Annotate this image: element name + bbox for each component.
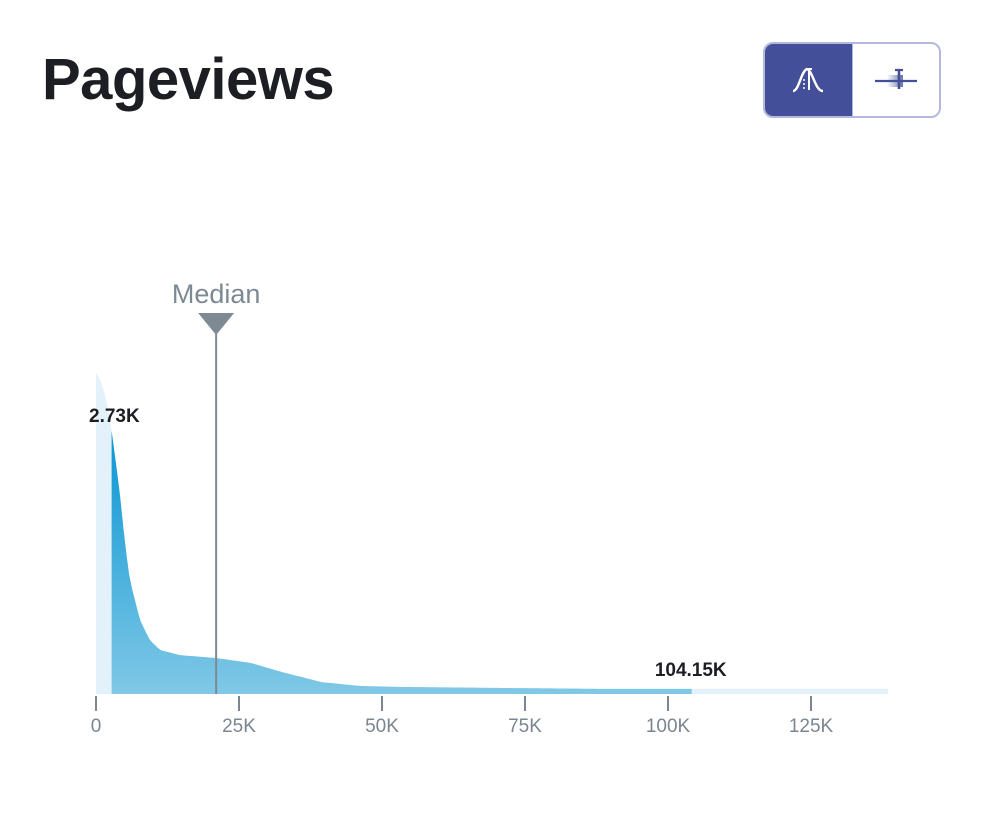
median-marker-triangle bbox=[198, 313, 235, 335]
x-tick-label: 125K bbox=[789, 716, 834, 737]
density-area-full bbox=[96, 373, 889, 694]
range-high-label: 104.15K bbox=[655, 660, 727, 681]
range-low-label: 2.73K bbox=[89, 406, 140, 427]
range-marker-icon bbox=[874, 68, 917, 89]
x-tick-label: 25K bbox=[222, 716, 256, 737]
x-tick-label: 50K bbox=[365, 716, 399, 737]
x-tick-label: 100K bbox=[646, 716, 691, 737]
bell-curve-icon bbox=[792, 67, 824, 93]
page-title: Pageviews bbox=[42, 47, 335, 112]
range-view-button[interactable] bbox=[851, 44, 939, 116]
view-toggle bbox=[763, 42, 941, 118]
density-area-highlight bbox=[111, 430, 692, 694]
distribution-view-button[interactable] bbox=[765, 44, 852, 116]
x-tick-label: 0 bbox=[91, 716, 102, 737]
x-tick-label: 75K bbox=[508, 716, 542, 737]
median-label: Median bbox=[172, 279, 261, 309]
